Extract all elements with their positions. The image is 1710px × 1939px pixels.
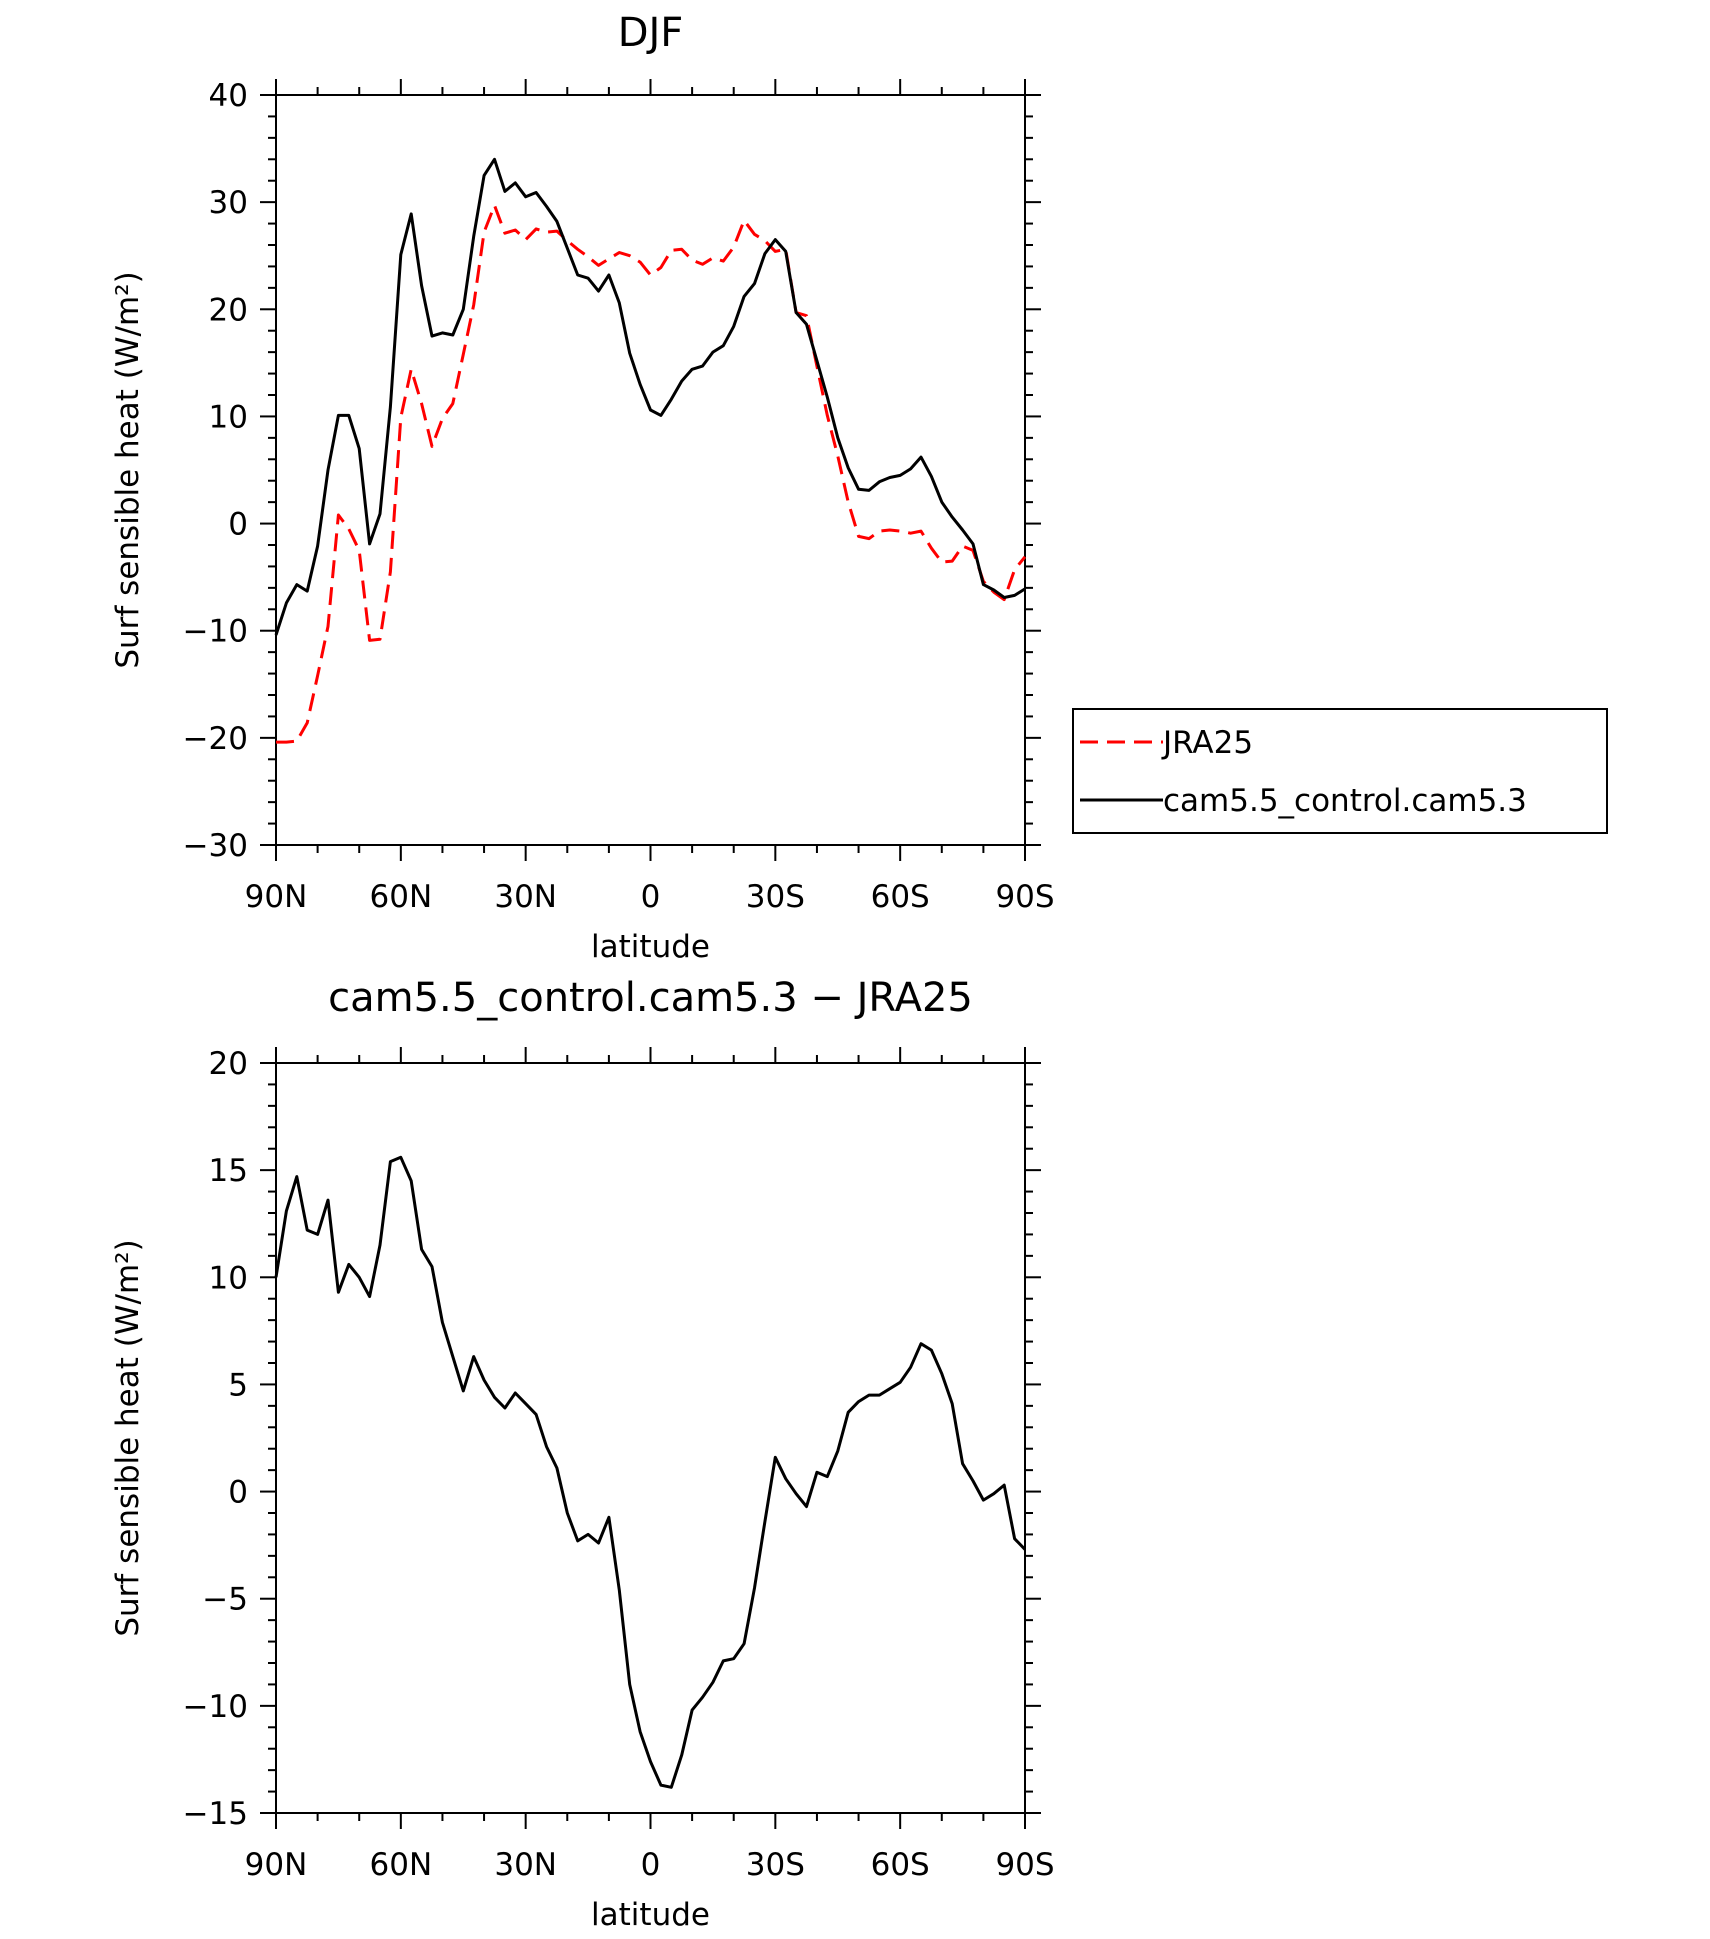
series-line-1 (274, 157, 1026, 636)
y-axis-label: Surf sensible heat (W/m²) (110, 271, 146, 668)
x-axis-label: latitude (591, 1897, 710, 1933)
series-line-0 (276, 203, 1027, 744)
y-tick-label: −15 (183, 1796, 248, 1832)
y-tick-label: 20 (209, 292, 248, 328)
plot-frame (275, 94, 1026, 846)
x-tick-label: 90S (995, 879, 1054, 915)
x-tick-label: 30N (494, 1847, 557, 1883)
y-axis-label: Surf sensible heat (W/m²) (110, 1239, 146, 1636)
x-tick-label: 90N (245, 879, 308, 915)
x-tick-label: 30S (746, 879, 805, 915)
y-tick-label: 10 (209, 1260, 248, 1296)
y-tick-label: 20 (209, 1046, 248, 1082)
y-tick-label: 40 (209, 78, 248, 114)
x-tick-label: 90S (995, 1847, 1054, 1883)
x-tick-label: 60N (370, 879, 433, 915)
y-tick-label: −10 (183, 1689, 248, 1725)
series-line-0 (274, 1155, 1027, 1789)
y-tick-label: −5 (202, 1582, 248, 1618)
legend-label-1: cam5.5_control.cam5.3 (1163, 783, 1527, 819)
legend-box (1072, 708, 1608, 834)
x-tick-label: 0 (641, 879, 661, 915)
bottom-chart-difference: cam5.5_control.cam5.3 − JRA25 90N 60N 30N 0 3… (110, 975, 1055, 1933)
x-tick-label: 60S (871, 879, 930, 915)
y-tick-label: −10 (183, 614, 248, 650)
x-tick-label: 30N (494, 879, 557, 915)
y-tick-label: 10 (209, 399, 248, 435)
y-tick-label: 0 (228, 507, 248, 543)
y-tick-label: −30 (183, 828, 248, 864)
y-tick-label: −20 (183, 721, 248, 757)
x-tick-label: 60N (370, 1847, 433, 1883)
chart-title: cam5.5_control.cam5.3 − JRA25 (328, 975, 973, 1021)
chart-title: DJF (618, 10, 684, 56)
x-tick-label: 90N (245, 1847, 308, 1883)
y-tick-label: 0 (228, 1475, 248, 1511)
x-tick-label: 60S (871, 1847, 930, 1883)
top-chart-djf: DJF 90N 60N 30N 0 30S 60S 90S −30 −20 −10 0 10 20 30 40… (110, 10, 1608, 965)
x-axis-label: latitude (591, 929, 710, 965)
x-tick-label: 30S (746, 1847, 805, 1883)
y-tick-label: 5 (228, 1367, 248, 1403)
legend-label-0: JRA25 (1161, 725, 1253, 761)
x-tick-label: 0 (641, 1847, 661, 1883)
y-tick-label: 30 (209, 185, 248, 221)
legend: JRA25 cam5.5_control.cam5.3 (1072, 708, 1608, 834)
y-tick-label: 15 (209, 1153, 248, 1189)
